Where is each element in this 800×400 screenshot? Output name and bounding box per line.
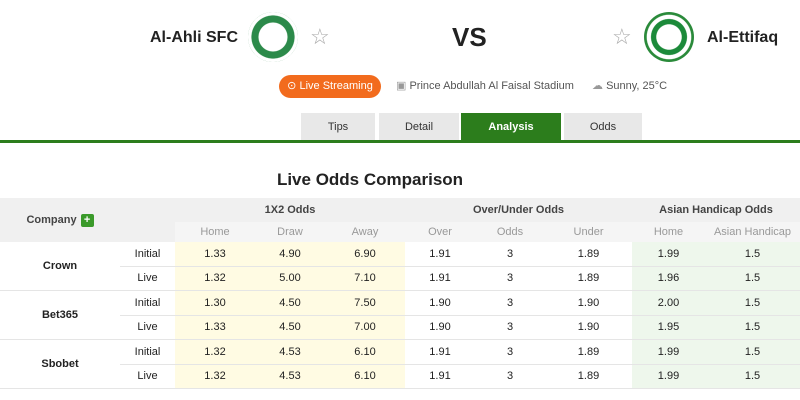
odds-cell: 1.91 (405, 267, 475, 291)
add-company-icon[interactable]: + (80, 213, 94, 227)
row-type: Initial (120, 291, 175, 316)
stadium-info: ▣ Prince Abdullah Al Faisal Stadium (396, 79, 574, 92)
odds-cell: 1.89 (545, 242, 632, 267)
odds-cell: 3 (475, 267, 545, 291)
odds-cell: 1.32 (175, 266, 255, 291)
odds-cell: 3 (475, 316, 545, 340)
company-header-label: Company (26, 214, 77, 226)
odds-cell: 1.91 (405, 242, 475, 267)
row-type: Initial (120, 340, 175, 365)
weather-cloud-icon: ☁ (592, 80, 603, 92)
odds-cell: 2.00 (632, 291, 705, 316)
home-team-logo (248, 12, 298, 62)
odds-cell: 1.90 (405, 316, 475, 340)
odds-cell: 4.53 (255, 340, 325, 365)
odds-cell: 7.50 (325, 291, 405, 316)
odds-cell: 1.90 (405, 291, 475, 316)
subheader: Draw (255, 222, 325, 242)
odds-cell: 1.99 (632, 340, 705, 365)
odds-cell: 7.10 (325, 266, 405, 291)
tab-detail[interactable]: Detail (379, 113, 459, 141)
odds-cell: 1.5 (705, 364, 800, 389)
odds-cell: 6.10 (325, 340, 405, 365)
group-header-1x2: 1X2 Odds (175, 198, 405, 222)
odds-cell: 1.89 (545, 365, 632, 389)
odds-cell: 6.10 (325, 364, 405, 389)
company-name: Bet365 (0, 291, 120, 340)
odds-cell: 1.5 (705, 315, 800, 340)
odds-cell: 3 (475, 365, 545, 389)
weather-text: Sunny, 25°C (606, 80, 668, 92)
tab-odds[interactable]: Odds (564, 113, 642, 141)
stadium-name: Prince Abdullah Al Faisal Stadium (409, 80, 574, 92)
odds-cell: 1.89 (545, 340, 632, 365)
subheader: Home (175, 222, 255, 242)
row-type: Live (120, 267, 175, 291)
row-type: Initial (120, 242, 175, 267)
odds-cell: 1.5 (705, 340, 800, 365)
odds-cell: 1.33 (175, 315, 255, 340)
live-streaming-button[interactable]: ⊙ Live Streaming (279, 75, 381, 98)
favorite-star-icon[interactable]: ☆ (310, 24, 330, 49)
odds-cell: 3 (475, 291, 545, 316)
odds-cell: 1.99 (632, 364, 705, 389)
home-team-name[interactable]: Al-Ahli SFC (150, 29, 238, 46)
odds-cell: 3 (475, 340, 545, 365)
odds-cell: 6.90 (325, 242, 405, 267)
away-team-logo (644, 12, 694, 62)
odds-cell: 7.00 (325, 315, 405, 340)
company-name: Crown (0, 242, 120, 291)
subheader: Over (405, 222, 475, 242)
odds-cell: 1.5 (705, 266, 800, 291)
subheader: Home (632, 222, 705, 242)
odds-cell: 1.96 (632, 266, 705, 291)
weather-info: ☁ Sunny, 25°C (592, 79, 667, 92)
odds-cell: 4.53 (255, 364, 325, 389)
subheader: Under (545, 222, 632, 242)
subheader: Asian Handicap (705, 222, 800, 242)
odds-cell: 1.91 (405, 340, 475, 365)
odds-cell: 1.90 (545, 291, 632, 316)
odds-cell: 1.89 (545, 267, 632, 291)
odds-cell: 1.91 (405, 365, 475, 389)
odds-cell: 4.50 (255, 291, 325, 316)
company-header: Company + (0, 198, 120, 242)
odds-cell: 1.30 (175, 291, 255, 316)
tab-tips[interactable]: Tips (301, 113, 375, 141)
company-name: Sbobet (0, 340, 120, 389)
odds-cell: 4.50 (255, 315, 325, 340)
odds-cell: 3 (475, 242, 545, 267)
subheader: Odds (475, 222, 545, 242)
favorite-star-icon[interactable]: ☆ (612, 24, 632, 49)
section-title: Live Odds Comparison (276, 170, 464, 189)
stadium-icon: ▣ (396, 80, 407, 92)
tab-underline (0, 140, 800, 143)
play-icon: ⊙ (287, 80, 300, 92)
away-team-name[interactable]: Al-Ettifaq (707, 29, 779, 46)
odds-cell: 1.90 (545, 316, 632, 340)
odds-cell: 5.00 (255, 266, 325, 291)
odds-cell: 1.5 (705, 291, 800, 316)
odds-cell: 1.99 (632, 242, 705, 267)
odds-cell: 1.95 (632, 315, 705, 340)
live-label: Live Streaming (299, 80, 373, 92)
odds-cell: 4.90 (255, 242, 325, 267)
odds-cell: 1.32 (175, 340, 255, 365)
odds-cell: 1.33 (175, 242, 255, 267)
odds-cell: 1.5 (705, 242, 800, 267)
vs-label: VS (452, 22, 487, 52)
type-header (120, 198, 175, 242)
subheader: Away (325, 222, 405, 242)
group-header-over-under: Over/Under Odds (405, 198, 632, 222)
row-type: Live (120, 316, 175, 340)
odds-cell: 1.32 (175, 364, 255, 389)
row-type: Live (120, 365, 175, 389)
group-header-asian-handicap: Asian Handicap Odds (632, 198, 800, 222)
tab-analysis[interactable]: Analysis (461, 113, 561, 141)
